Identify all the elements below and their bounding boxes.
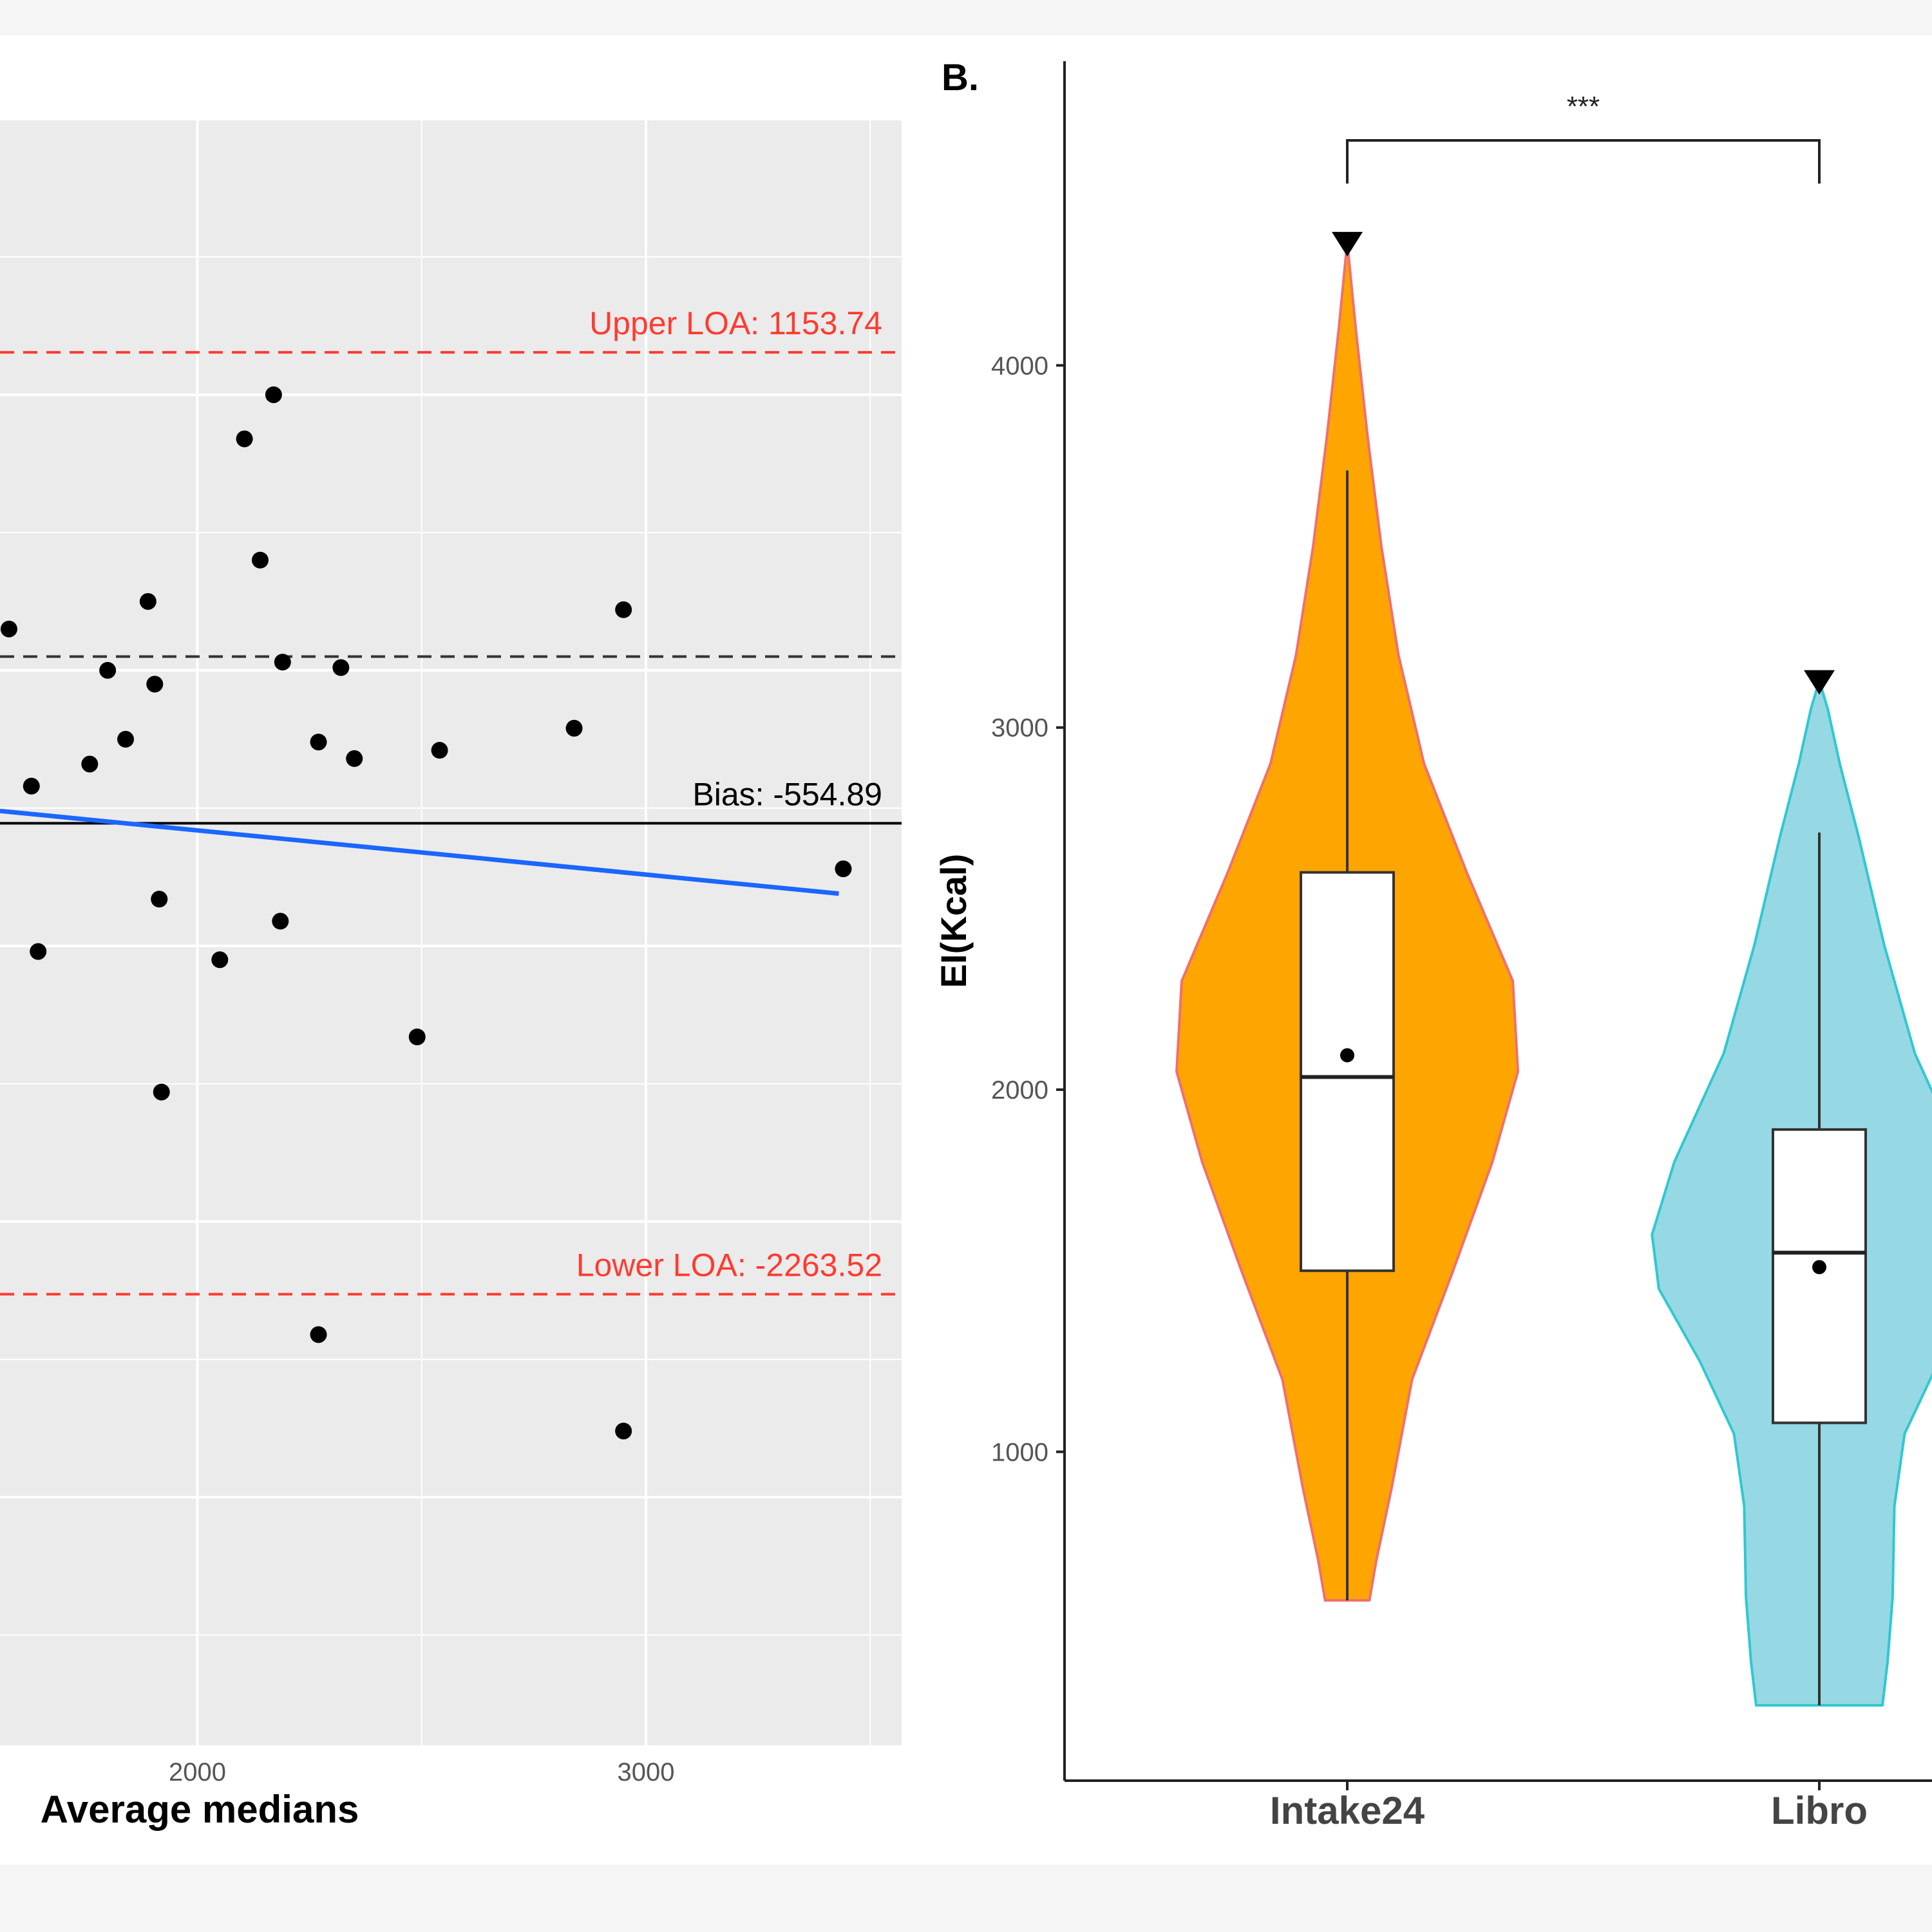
y-ticks: 1000 2000 3000 4000 <box>991 352 1065 1466</box>
bland-altman-plot: 2000 3000 Upper LOA: 1153.74 Bias: -554.89… <box>0 35 927 1864</box>
data-point <box>835 860 852 878</box>
reference-lines <box>0 351 902 1296</box>
grid-lines <box>0 118 902 1745</box>
data-point <box>310 1326 327 1343</box>
x-tick-labels: 2000 3000 <box>169 1758 675 1786</box>
data-point <box>151 891 168 908</box>
data-point <box>153 1083 170 1101</box>
data-point <box>81 755 99 773</box>
data-point <box>310 734 327 751</box>
data-point <box>615 1423 632 1440</box>
data-point <box>211 951 229 969</box>
x-category-labels: Intake24 Libro <box>1270 1781 1868 1832</box>
y-tick-label: 2000 <box>991 1076 1048 1104</box>
x-axis-label: Average medians <box>41 1788 359 1831</box>
reference-line-labels: Upper LOA: 1153.74 Bias: -554.89 Lower LOA… <box>576 305 882 1283</box>
significance-label: *** <box>1567 91 1600 122</box>
data-point <box>251 551 269 569</box>
significance-bracket: *** <box>1346 91 1821 184</box>
trend-line <box>0 808 839 896</box>
data-point <box>274 654 291 671</box>
data-point <box>332 659 350 676</box>
plot-area <box>0 119 902 1745</box>
label-upper-loa: Upper LOA: 1153.74 <box>589 305 882 341</box>
label-bias: Bias: -554.89 <box>692 776 882 812</box>
data-point <box>146 676 164 693</box>
data-point <box>565 719 583 737</box>
y-axis-label: EI(Kcal) <box>933 854 974 989</box>
label-lower-loa: Lower LOA: -2263.52 <box>576 1247 882 1283</box>
y-tick-label: 4000 <box>991 352 1048 380</box>
data-point <box>272 913 289 930</box>
data-point <box>346 750 363 767</box>
max-marker <box>1332 232 1363 257</box>
mean-point <box>1812 1260 1826 1274</box>
data-point <box>236 430 253 448</box>
data-point <box>265 386 282 403</box>
mean-point <box>1340 1048 1354 1063</box>
data-point <box>431 742 448 759</box>
max-marker <box>1804 670 1835 695</box>
y-tick-label: 3000 <box>991 714 1048 743</box>
x-tick-label: 3000 <box>617 1758 674 1786</box>
panel-label: B. <box>942 57 979 99</box>
x-category-label: Libro <box>1771 1789 1868 1832</box>
data-point <box>615 601 632 618</box>
y-tick-label: 1000 <box>991 1438 1048 1466</box>
data-point <box>139 592 156 610</box>
x-tick-label: 2000 <box>169 1758 226 1786</box>
data-point <box>99 661 117 679</box>
x-category-label: Intake24 <box>1270 1789 1425 1832</box>
data-point <box>117 730 135 748</box>
data-point <box>408 1028 426 1046</box>
data-point <box>30 943 47 960</box>
data-point <box>0 620 17 638</box>
data-points <box>0 386 852 1440</box>
regression-line <box>0 808 839 896</box>
box-intake24 <box>1300 871 1395 1273</box>
bracket-line <box>1346 139 1821 184</box>
data-point <box>23 777 40 795</box>
box-libro <box>1772 1128 1867 1425</box>
violins <box>1175 232 1932 1707</box>
